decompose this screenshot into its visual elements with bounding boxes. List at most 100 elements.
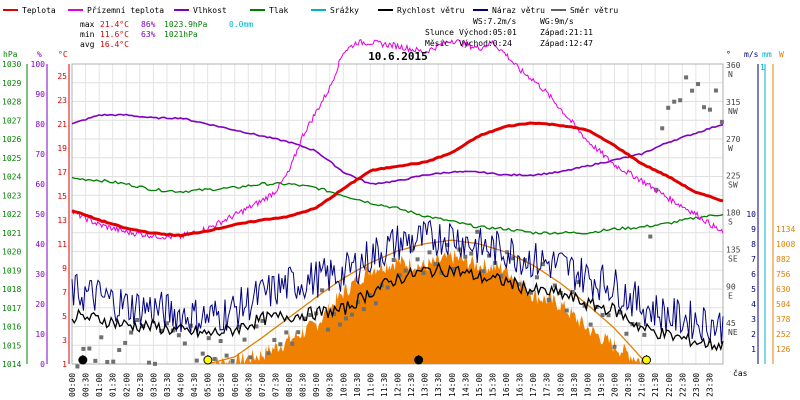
stat-avg-temp: 16.4°C — [100, 40, 129, 49]
wind-direction-point — [242, 337, 247, 342]
wind-direction-point — [218, 339, 223, 344]
wind-direction-point — [236, 324, 241, 329]
wind-direction-point — [200, 351, 205, 356]
x-tick-label: 01:00 — [95, 373, 104, 397]
wind-direction-point — [690, 88, 695, 93]
wind-direction-point — [481, 269, 486, 274]
x-tick-label: 21:30 — [651, 373, 660, 397]
x-tick-label: 15:30 — [488, 373, 497, 397]
wind-direction-point — [702, 105, 707, 110]
moonset-marker — [414, 355, 424, 365]
solar-tick-label: 252 — [776, 330, 791, 339]
x-tick-label: 02:00 — [122, 373, 131, 397]
wind-tick-label: 8 — [751, 240, 756, 249]
wind-direction-point — [618, 310, 623, 315]
stat-min-label: min — [80, 30, 95, 39]
x-tick-label: 04:30 — [190, 373, 199, 397]
wind-direction-point — [505, 250, 510, 255]
wind-direction-point — [272, 337, 277, 342]
wind-tick-label: 7 — [751, 255, 756, 264]
direction-tick-compass: SW — [728, 181, 738, 190]
legend-label: Směr větru — [570, 6, 618, 15]
x-tick-label: 10:30 — [353, 373, 362, 397]
stat-min-pressure: 1021hPa — [164, 30, 198, 39]
wind-direction-point — [517, 282, 522, 287]
x-tick-label: 21:00 — [638, 373, 647, 397]
sunset-marker — [642, 355, 652, 365]
direction-tick-compass: NE — [728, 328, 738, 337]
solar-tick-label: 378 — [776, 315, 791, 324]
lines-layer — [71, 38, 724, 352]
wind-direction-point — [385, 285, 390, 290]
wind-direction-point — [642, 332, 647, 337]
wind-direction-point — [337, 322, 342, 327]
x-tick-label: 14:00 — [448, 373, 457, 397]
temperature-tick-label: 9 — [62, 264, 67, 273]
stat-min-temp: 11.6°C — [100, 30, 129, 39]
direction-tick-degrees: 360 — [726, 61, 741, 70]
wind-direction-point — [224, 353, 229, 358]
temperature-tick-label: 19 — [57, 144, 67, 153]
wind-direction-point — [278, 342, 283, 347]
wind-direction-point — [266, 351, 271, 356]
x-tick-label: 12:00 — [394, 373, 403, 397]
wind-direction-point — [99, 335, 104, 340]
temperature-tick-label: 3 — [62, 336, 67, 345]
wind-direction-point — [600, 313, 605, 318]
wind-direction-point — [666, 105, 671, 110]
solar-tick-label: 630 — [776, 285, 791, 294]
wind-direction-point — [153, 361, 158, 366]
wind-tick-label: 10 — [746, 210, 756, 219]
wind-direction-point — [511, 256, 516, 261]
x-tick-label: 03:00 — [149, 373, 158, 397]
humidity-tick-label: 80 — [35, 120, 45, 129]
wind-direction-point — [624, 331, 629, 336]
solar-tick-label: 126 — [776, 345, 791, 354]
solar-tick-label: 882 — [776, 255, 791, 264]
x-tick-label: 05:30 — [217, 373, 226, 397]
solar-tick-label: 1134 — [776, 225, 795, 234]
wind-direction-point — [111, 359, 116, 364]
rain-unit: mm — [762, 50, 772, 59]
x-tick-label: 00:00 — [68, 373, 77, 397]
wind-direction-layer — [75, 75, 724, 369]
wind-direction-point — [129, 330, 134, 335]
wind-direction-point — [164, 321, 169, 326]
x-tick-label: 18:30 — [570, 373, 579, 397]
wind-direction-point — [636, 322, 641, 327]
wind-direction-point — [684, 75, 689, 80]
wind-direction-point — [719, 119, 724, 124]
wind-direction-point — [206, 336, 211, 341]
temperature-tick-label: 11 — [57, 240, 67, 249]
wind-direction-point — [332, 311, 337, 316]
solar-tick-label: 504 — [776, 300, 791, 309]
wind-direction-point — [230, 358, 235, 363]
x-tick-label: 23:30 — [705, 373, 714, 397]
direction-tick-degrees: 135 — [726, 245, 741, 254]
x-tick-label: 08:30 — [299, 373, 308, 397]
wind-direction-point — [87, 346, 92, 351]
wind-direction-point — [552, 283, 557, 288]
x-tick-label: 11:30 — [380, 373, 389, 397]
wind-tick-label: 9 — [751, 225, 756, 234]
wind-direction-point — [117, 348, 122, 353]
solar-tick-label: 756 — [776, 270, 791, 279]
x-tick-label: 20:30 — [624, 373, 633, 397]
axes: hPa% °C ° m/s mm W103010291028102710261025102… — [2, 50, 795, 369]
wind-tick-label: 1 — [751, 345, 756, 354]
temperature-tick-label: 7 — [62, 288, 67, 297]
wind-direction-point — [439, 270, 444, 275]
pressure-tick-label: 1026 — [2, 135, 21, 144]
legend-label: Vlhkost — [193, 6, 227, 15]
pressure-tick-label: 1015 — [2, 341, 21, 350]
direction-unit: ° — [726, 50, 731, 59]
pressure-unit: hPa — [3, 50, 18, 59]
wind-tick-label: 4 — [751, 300, 756, 309]
legend-label: Srážky — [330, 6, 359, 15]
wind-direction-point — [612, 344, 617, 349]
x-tick-label: 05:00 — [204, 373, 213, 397]
wind-direction-point — [397, 273, 402, 278]
sunrise-marker — [203, 355, 213, 365]
direction-tick-compass: NW — [728, 107, 738, 116]
